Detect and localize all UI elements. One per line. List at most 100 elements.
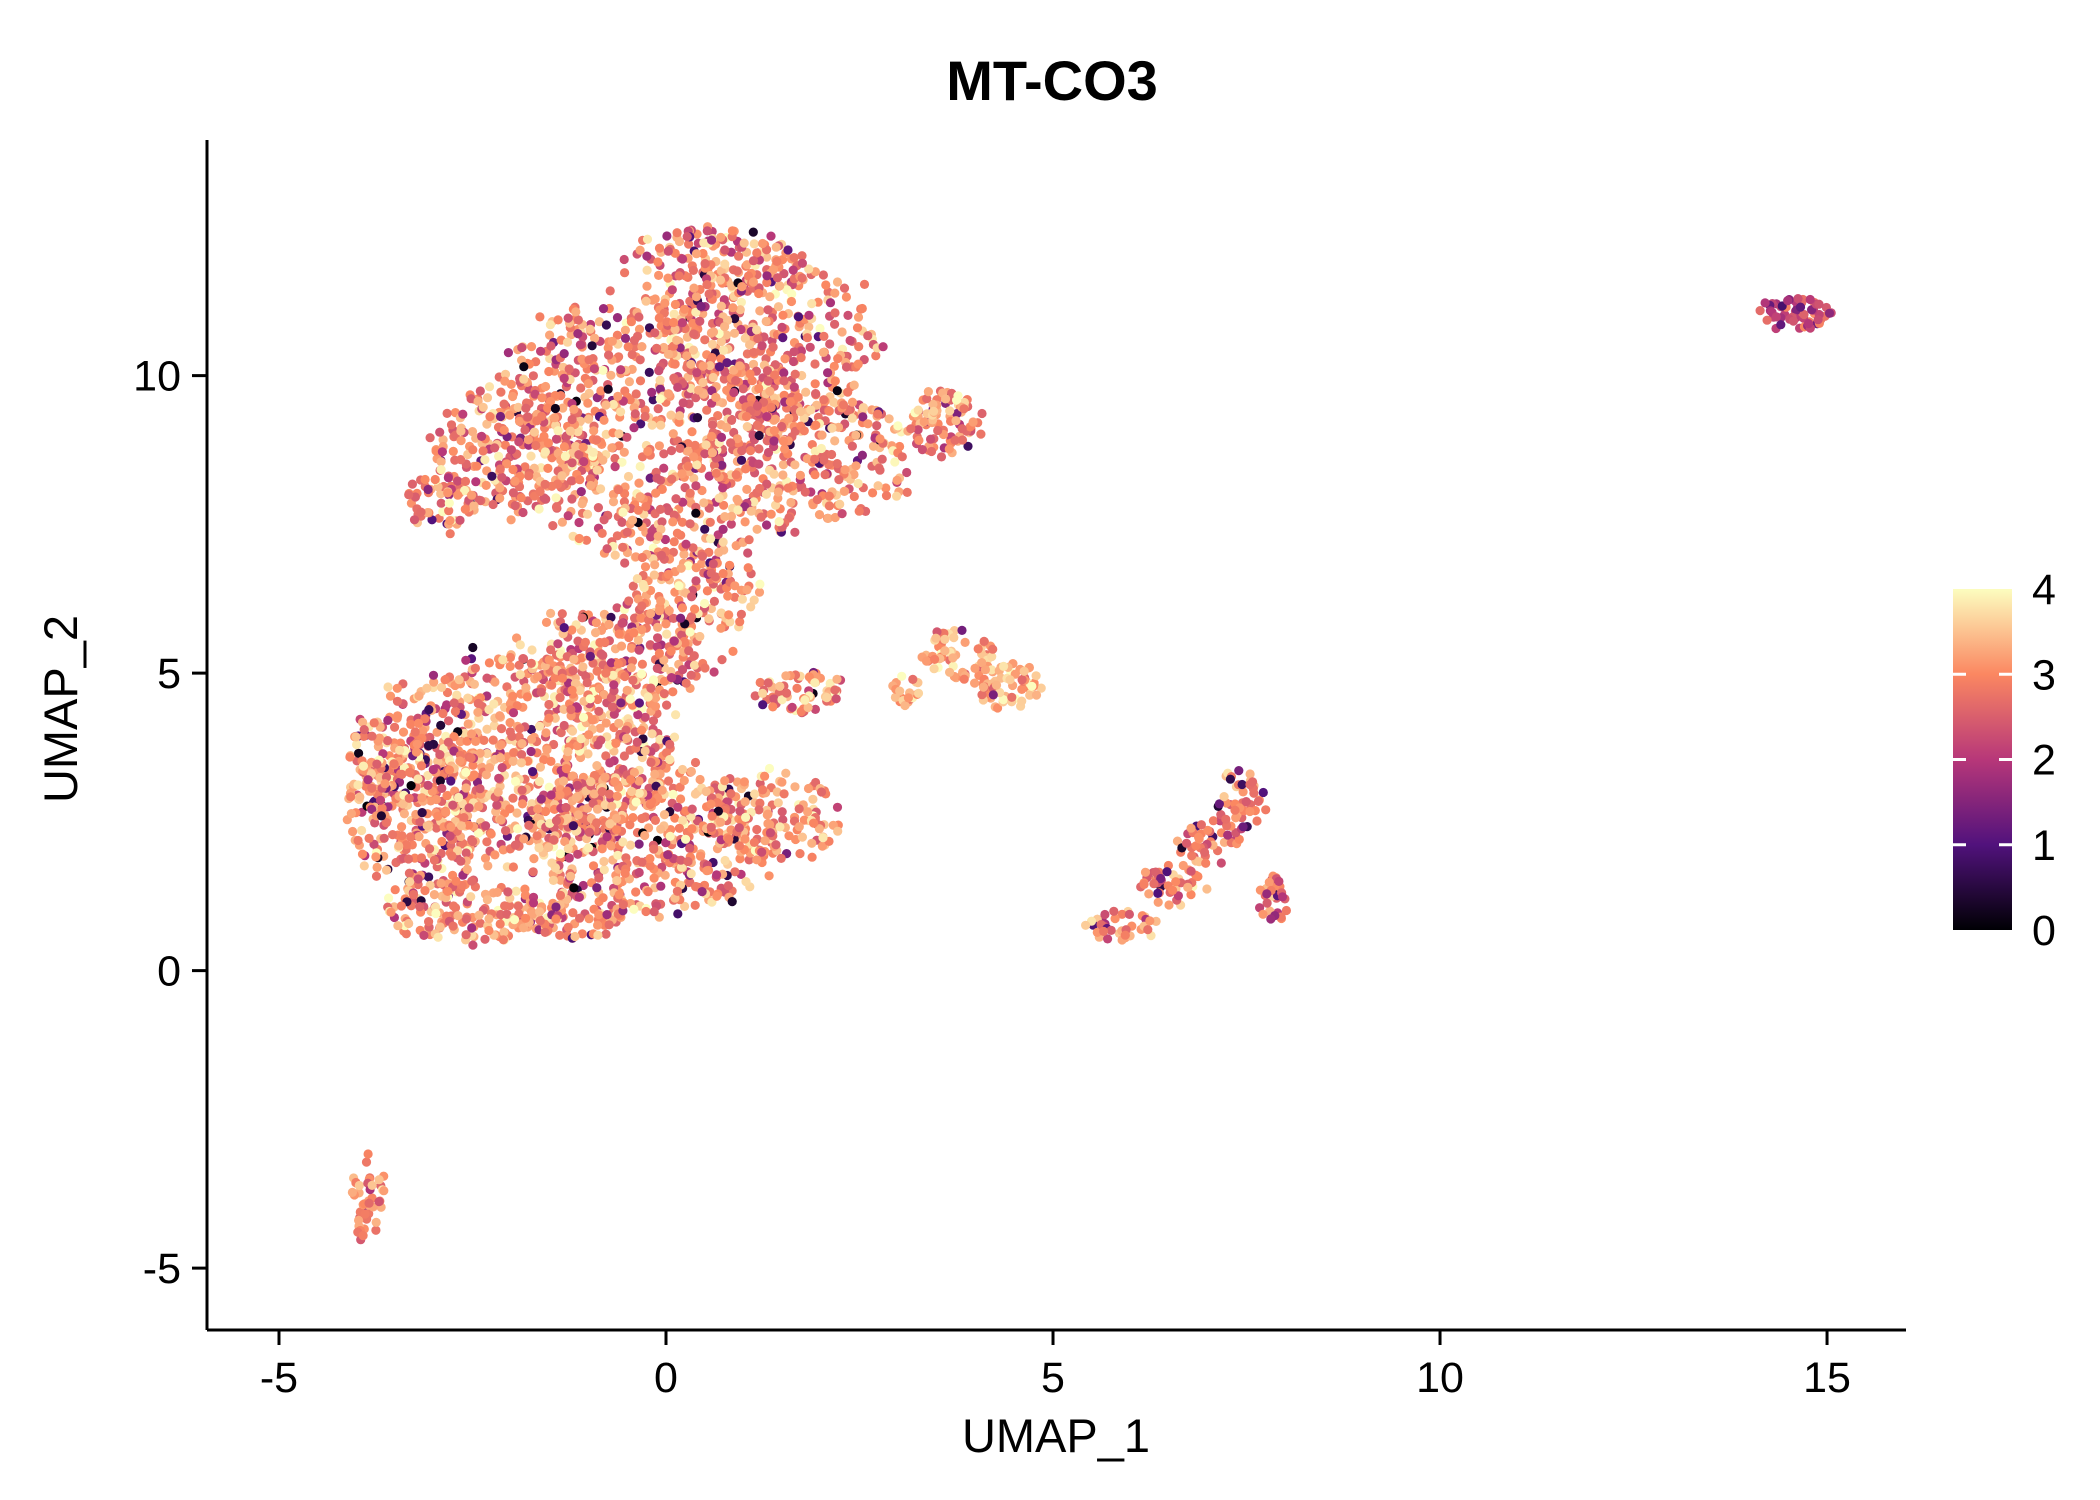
data-point [555,693,565,703]
data-point [777,807,787,817]
data-point [521,683,531,693]
data-point [524,471,534,481]
data-point [376,811,386,821]
data-point [668,789,678,800]
data-point [531,440,541,451]
data-point [748,227,758,237]
data-point [385,691,396,701]
data-point [707,339,718,349]
data-point [676,563,686,573]
data-point [774,517,784,527]
data-point [832,386,842,396]
data-point [629,767,640,778]
data-point [804,310,814,320]
data-point [691,563,701,573]
data-point [618,542,628,552]
data-point [608,399,619,410]
data-point [549,835,559,845]
data-point [713,806,724,816]
data-point [727,226,738,236]
data-point [659,655,669,665]
data-point [456,436,466,446]
data-point [1153,888,1163,899]
data-point [1237,779,1247,790]
data-point [968,417,978,427]
data-point [427,515,437,525]
data-point [741,464,751,474]
data-point [1144,889,1154,899]
data-point [562,337,573,347]
data-point [731,541,741,551]
data-point [429,855,439,865]
data-point [551,493,561,503]
data-point [444,498,454,508]
data-point [771,242,781,252]
data-point [510,476,520,486]
data-point [506,515,516,525]
data-point [630,409,640,419]
data-point [550,413,560,423]
data-point [851,430,861,440]
data-point [843,310,853,320]
data-point [556,875,566,885]
data-point [649,907,659,917]
data-point [819,455,829,465]
data-point [424,917,434,927]
data-point [973,644,983,654]
data-point [367,731,377,741]
data-point [668,613,679,624]
data-point [611,813,622,824]
data-point [364,1198,374,1208]
data-point [840,486,850,496]
data-point [787,289,797,299]
data-point [463,693,473,703]
data-point [691,481,701,491]
data-point [529,854,539,864]
data-point [455,756,465,766]
data-point [763,305,773,315]
data-point [589,789,599,799]
data-point [389,759,399,769]
data-point [651,693,661,703]
data-point [690,757,701,768]
data-point [730,581,740,591]
data-point [1262,889,1272,899]
data-point [957,424,967,434]
data-point [636,419,646,429]
data-point [720,322,730,332]
data-point [1143,925,1153,935]
data-point [768,342,778,352]
data-point [797,832,808,842]
data-point [679,549,689,560]
data-point [420,886,430,896]
data-point [643,446,653,456]
data-point [810,379,820,389]
data-point [557,471,567,481]
data-point [545,330,555,340]
data-point [763,819,773,829]
data-point [575,340,586,350]
data-point [643,692,653,702]
data-point [819,395,829,405]
data-point [708,372,718,383]
data-point [745,340,755,350]
data-point [406,781,416,791]
data-point [568,771,578,781]
data-point [448,446,458,456]
data-point [647,420,657,430]
data-point [762,412,772,422]
data-point [1017,675,1027,685]
data-point [371,871,382,881]
data-point [685,843,695,854]
data-point [584,730,594,740]
data-point [475,784,485,794]
data-point [720,245,730,255]
data-point [635,492,645,502]
data-point [1145,916,1155,926]
data-point [510,776,521,787]
data-point [668,687,678,697]
data-point [694,385,704,395]
data-point [674,411,685,421]
data-point [686,359,696,369]
data-point [463,719,473,729]
